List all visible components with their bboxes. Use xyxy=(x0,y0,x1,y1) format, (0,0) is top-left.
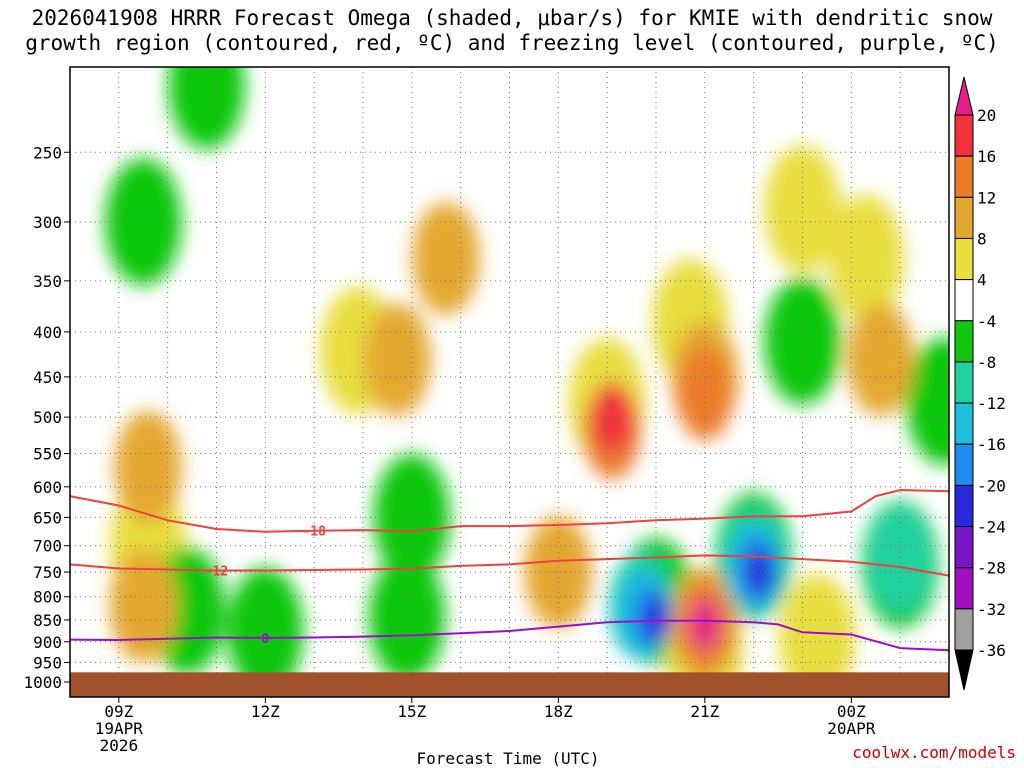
colorbar-label-8: -16 xyxy=(977,435,1006,454)
colorbar-label-12: -32 xyxy=(977,600,1006,619)
contour-label-2: 0 xyxy=(261,632,269,647)
colorbar-under-arrow xyxy=(954,649,974,691)
title-line-1: 2026041908 HRRR Forecast Omega (shaded, … xyxy=(31,6,993,30)
colorbar-bin-3 xyxy=(954,237,974,281)
omega-feature-4 xyxy=(227,567,304,695)
omega-feature-19 xyxy=(114,410,182,524)
omega-feature-14 xyxy=(764,277,841,405)
colorbar-label-6: -8 xyxy=(977,353,996,372)
colorbar-bin-0 xyxy=(954,114,974,157)
x-tick-label-9-0: 09Z xyxy=(104,702,133,721)
x-tick-label-12-0: 12Z xyxy=(251,702,280,721)
y-tick-label-550: 550 xyxy=(33,445,62,464)
omega-shading xyxy=(105,67,949,697)
contour-lines: -18 -12 0 xyxy=(70,488,949,652)
ground-fill xyxy=(70,672,949,697)
y-tick-label-700: 700 xyxy=(33,537,62,556)
y-tick-label-900: 900 xyxy=(33,633,62,652)
omega-feature-21 xyxy=(363,303,432,416)
omega-feature-35 xyxy=(591,382,633,452)
x-axis-title: Forecast Time (UTC) xyxy=(416,749,599,768)
colorbar-label-2: 12 xyxy=(977,188,996,207)
omega-feature-7 xyxy=(368,554,446,682)
colorbar-over-arrow xyxy=(954,76,974,116)
colorbar-bin-7 xyxy=(954,402,974,445)
omega-feature-17 xyxy=(779,573,856,697)
contour-label-0: -18 xyxy=(302,525,326,540)
y-tick-label-950: 950 xyxy=(33,653,62,672)
omega-feature-0 xyxy=(105,158,182,286)
colorbar-bin-1 xyxy=(954,155,974,198)
colorbar-bin-12 xyxy=(954,608,974,651)
colorbar-label-5: -4 xyxy=(977,312,996,331)
colorbar-label-10: -24 xyxy=(977,518,1006,537)
colorbar-label-4: 4 xyxy=(977,271,987,290)
omega-feature-20 xyxy=(109,549,178,663)
colorbar-bin-5 xyxy=(954,320,974,363)
colorbar-label-11: -28 xyxy=(977,559,1006,578)
y-tick-label-350: 350 xyxy=(33,272,62,291)
chart-title: 2026041908 HRRR Forecast Omega (shaded, … xyxy=(0,6,1024,56)
y-tick-label-600: 600 xyxy=(33,478,62,497)
colorbar-bin-2 xyxy=(954,196,974,239)
x-tick-label-24-1: 20APR xyxy=(827,719,876,738)
x-tick-label-24-0: 00Z xyxy=(837,702,866,721)
omega-feature-40 xyxy=(744,549,773,595)
colorbar-label-1: 16 xyxy=(977,147,996,166)
colorbar-bin-4 xyxy=(954,279,974,322)
colorbar-label-3: 8 xyxy=(977,229,987,248)
plot-frame xyxy=(69,66,950,698)
omega-feature-26 xyxy=(846,303,915,416)
omega-feature-31 xyxy=(676,346,733,441)
contour-label-1: -12 xyxy=(205,565,228,580)
y-tick-label-500: 500 xyxy=(33,408,62,427)
colorbar-label-9: -20 xyxy=(977,476,1006,495)
y-tick-label-300: 300 xyxy=(33,213,62,232)
y-tick-label-450: 450 xyxy=(33,368,62,387)
contour-line-0 xyxy=(70,488,949,533)
title-line-2: growth region (contoured, red, ºC) and f… xyxy=(25,31,999,55)
omega-blob-group xyxy=(105,67,949,697)
colorbar-bin-11 xyxy=(954,567,974,610)
omega-feature-29 xyxy=(867,505,933,614)
colorbar: 20 16 12 8 4 -4 -8 -12 -16 -20 -24 -28 -32 -36 xyxy=(954,76,1006,691)
contour-line-1 xyxy=(70,554,949,577)
x-tick-label-15-0: 15Z xyxy=(397,702,426,721)
colorbar-bin-6 xyxy=(954,361,974,404)
omega-feature-15 xyxy=(764,145,841,273)
x-tick-label-18-0: 18Z xyxy=(544,702,573,721)
y-tick-label-850: 850 xyxy=(33,611,62,630)
x-tick-label-21-0: 21Z xyxy=(690,702,719,721)
y-tick-label-800: 800 xyxy=(33,588,62,607)
colorbar-bin-10 xyxy=(954,526,974,569)
omega-feature-13 xyxy=(827,194,905,322)
credit-text: coolwx.com/models xyxy=(852,743,1016,762)
y-tick-label-750: 750 xyxy=(33,563,62,582)
y-tick-label-1000: 1000 xyxy=(23,673,62,692)
omega-feature-22 xyxy=(412,202,480,315)
omega-feature-38 xyxy=(689,599,720,650)
y-tick-label-400: 400 xyxy=(33,323,62,342)
colorbar-label-13: -36 xyxy=(977,641,1006,660)
colorbar-label-0: 20 xyxy=(977,106,996,125)
x-tick-label-9-2: 2026 xyxy=(100,736,139,755)
x-tick-label-9-1: 19APR xyxy=(95,719,144,738)
omega-feature-18 xyxy=(905,337,949,466)
omega-feature-1 xyxy=(168,67,245,150)
y-axis: 250 300 350 400 450 500 550 600 650 700 750 800 850 9… xyxy=(23,143,70,692)
colorbar-label-7: -12 xyxy=(977,394,1006,413)
contour-line-2 xyxy=(70,619,949,652)
colorbar-bin-9 xyxy=(954,484,974,528)
y-tick-label-650: 650 xyxy=(33,508,62,527)
y-tick-label-250: 250 xyxy=(33,143,62,162)
colorbar-bin-8 xyxy=(954,443,974,486)
ground-band xyxy=(70,672,949,697)
